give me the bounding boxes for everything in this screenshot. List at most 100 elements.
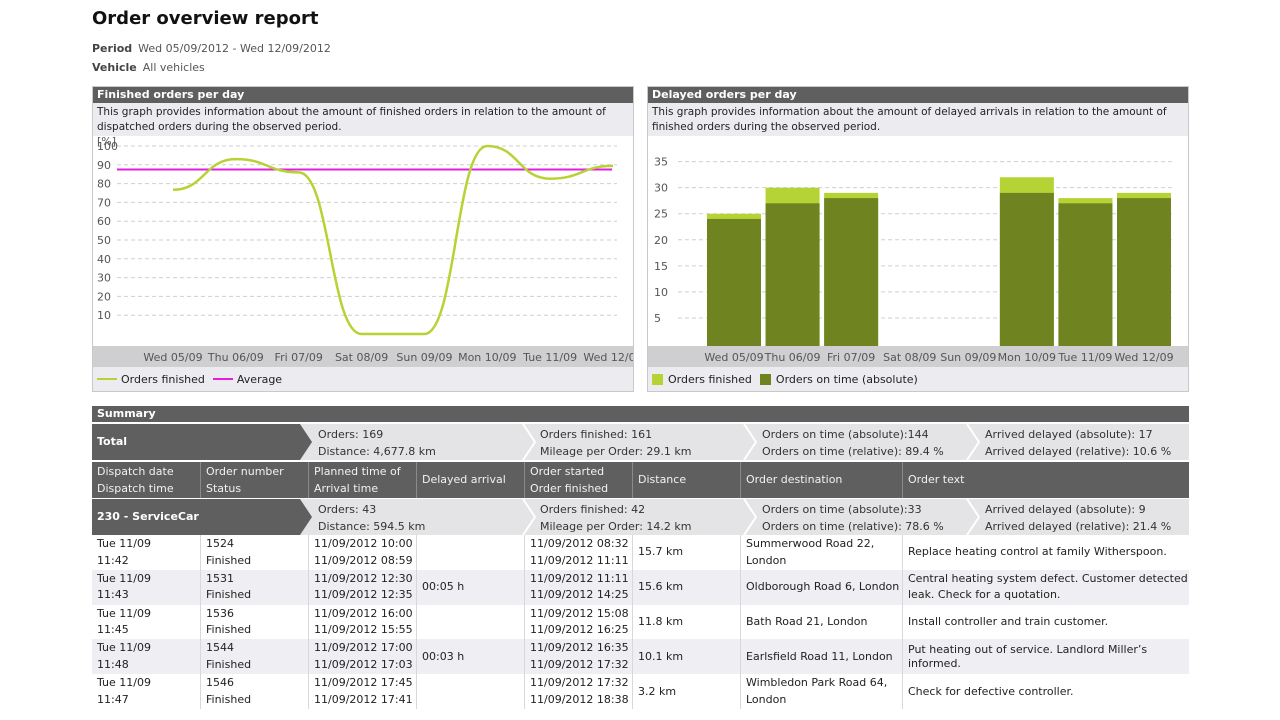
cell-text: 11.8 km — [638, 614, 684, 628]
cell-line: London — [746, 553, 787, 567]
vehicle-orders-finished: Orders finished: 42 — [540, 503, 646, 516]
cell-order-number: 1546 Finished — [201, 674, 309, 709]
x-tick-label: Tue 11/09 — [522, 351, 577, 364]
total-delayed-abs: Arrived delayed (absolute): 17 — [985, 428, 1153, 441]
cell-line: Tue 11/09 — [97, 537, 151, 550]
y-tick-label: 10 — [654, 286, 668, 299]
cell-text: Oldborough Road 6, London — [746, 580, 900, 594]
y-tick-label: 15 — [654, 260, 668, 273]
total-on-time-abs: Orders on time (absolute):144 — [762, 428, 929, 441]
cell-planned-time: 11/09/2012 10:00 11/09/2012 08:59 — [309, 535, 417, 570]
x-tick-label: Fri 07/09 — [275, 351, 323, 364]
order-rows: Tue 11/09 11:42 1524 Finished 11/09/2012 10:… — [92, 535, 1189, 709]
arrow-shape — [300, 424, 312, 460]
vehicle-distance: Distance: 594.5 km — [318, 520, 426, 533]
cell-text: 3.2 km — [638, 684, 677, 698]
x-tick-label: Sun 09/09 — [940, 351, 996, 364]
cell-line: 1546 — [206, 676, 234, 690]
arrow-shape — [300, 499, 312, 535]
total-delayed-stat: Arrived delayed (absolute): 17 Arrived de… — [985, 426, 1171, 460]
col-order-destination[interactable]: Order destination — [741, 462, 903, 498]
cell-order-started: 11/09/2012 11:11 11/09/2012 14:25 — [525, 569, 633, 605]
cell-line: Tue 11/09 — [97, 676, 151, 690]
box-swatch-darkgreen-icon — [759, 373, 771, 385]
summary-title: Summary — [92, 406, 1189, 422]
vehicle-meta: Vehicle All vehicles — [92, 61, 205, 74]
table-row[interactable]: Tue 11/09 11:45 1536 Finished 11/09/2012 16:… — [92, 604, 1189, 640]
vehicle-orders: Orders: 43 — [318, 503, 377, 516]
cell-order-text: Put heating out of service. Landlord Mil… — [903, 639, 1189, 674]
desc-line-1: This graph provides information about th… — [652, 106, 1167, 118]
cell-line: 11/09/2012 17:41 — [314, 692, 413, 706]
delayed-orders-panel-title: Delayed orders per day — [648, 87, 1188, 103]
cell-line: Tue 11/09 — [97, 571, 151, 585]
vehicle-mileage: Mileage per Order: 14.2 km — [540, 520, 692, 533]
finished-orders-legend: Orders finished Average — [93, 367, 633, 391]
total-distance: Distance: 4,677.8 km — [318, 445, 436, 458]
finished-orders-description: This graph provides information about th… — [93, 103, 633, 136]
col-order-started[interactable]: Order started Order finished — [525, 462, 633, 498]
cell-line: 11/09/2012 15:08 — [530, 606, 629, 620]
col-planned-time[interactable]: Planned time of Arrival time — [309, 462, 417, 498]
vehicle-delayed-abs: Arrived delayed (absolute): 9 — [985, 503, 1146, 516]
x-tick-label: Tue 11/09 — [1057, 351, 1112, 364]
cell-order-started: 11/09/2012 16:35 11/09/2012 17:32 — [525, 639, 633, 675]
x-tick-label: Mon 10/09 — [998, 351, 1056, 364]
col-order-text[interactable]: Order text — [908, 473, 965, 486]
x-axis-band — [93, 346, 633, 369]
cell-order-text: Check for defective controller. — [903, 674, 1189, 709]
col-distance[interactable]: Distance — [633, 462, 741, 498]
series-line-orders-finished — [172, 144, 614, 336]
cell-line: leak. Check for a quotation. — [908, 588, 1061, 602]
x-tick-label: Sat 08/09 — [883, 351, 936, 364]
vehicle-finished-stat: Orders finished: 42 Mileage per Order: 14… — [540, 501, 691, 535]
cell-line: 11:43 — [97, 588, 129, 602]
period-meta: Period Wed 05/09/2012 - Wed 12/09/2012 — [92, 42, 331, 55]
x-tick-label: Sat 08/09 — [335, 351, 388, 364]
col-label: Planned time of — [314, 465, 401, 478]
col-label: Dispatch date — [97, 465, 174, 478]
total-delayed-rel: Arrived delayed (relative): 10.6 % — [985, 445, 1172, 458]
x-tick-label: Sun 09/09 — [396, 351, 452, 364]
cell-line: 11/09/2012 17:32 — [530, 657, 629, 671]
bar-orders-on-time — [824, 198, 879, 346]
total-finished-stat: Orders finished: 161 Mileage per Order: 2… — [540, 426, 691, 460]
col-label: Order number — [206, 465, 284, 478]
cell-distance: 15.6 km — [633, 569, 741, 605]
cell-text: 00:05 h — [422, 580, 465, 594]
cell-line: Finished — [206, 623, 252, 637]
table-row[interactable]: Tue 11/09 11:48 1544 Finished 11/09/2012 17:… — [92, 639, 1189, 675]
table-row[interactable]: Tue 11/09 11:47 1546 Finished 11/09/2012 17:… — [92, 674, 1189, 709]
x-tick-label: Wed 05/09 — [704, 351, 763, 364]
cell-order-destination: Oldborough Road 6, London — [741, 569, 903, 605]
y-tick-label: 60 — [97, 215, 111, 228]
total-on-time-rel: Orders on time (relative): 89.4 % — [762, 445, 944, 458]
cell-line: 1524 — [206, 537, 234, 550]
cell-line: 11/09/2012 17:45 — [314, 676, 413, 690]
table-row[interactable]: Tue 11/09 11:43 1531 Finished 11/09/2012 12:… — [92, 569, 1189, 605]
cell-distance: 10.1 km — [633, 639, 741, 675]
col-delayed-arrival[interactable]: Delayed arrival — [417, 462, 525, 498]
vehicle-orders-stat: Orders: 43 Distance: 594.5 km — [318, 501, 425, 535]
cell-order-number: 1536 Finished — [201, 604, 309, 640]
col-dispatch[interactable]: Dispatch date Dispatch time — [92, 462, 201, 498]
delayed-orders-legend: Orders finished Orders on time (absolute… — [648, 367, 1188, 391]
cell-line: Finished — [206, 657, 252, 671]
cell-line: 11/09/2012 10:00 — [314, 537, 413, 550]
cell-line: Tue 11/09 — [97, 606, 151, 620]
y-tick-label: 10 — [97, 309, 111, 322]
cell-line: 11/09/2012 17:03 — [314, 657, 413, 671]
y-tick-label: 20 — [654, 234, 668, 247]
cell-dispatch: Tue 11/09 11:48 — [92, 639, 201, 675]
cell-order-text: Central heating system defect. Customer … — [903, 570, 1189, 605]
cell-line: 1531 — [206, 571, 234, 585]
col-order-number[interactable]: Order number Status — [201, 462, 309, 498]
cell-order-number: 1531 Finished — [201, 569, 309, 605]
cell-text: 10.1 km — [638, 649, 684, 663]
desc-line-1: This graph provides information about th… — [97, 106, 606, 118]
y-tick-label: 30 — [97, 272, 111, 285]
vehicle-label: 230 - ServiceCar — [92, 499, 300, 535]
table-row[interactable]: Tue 11/09 11:42 1524 Finished 11/09/2012 10:… — [92, 535, 1189, 570]
vehicle-row[interactable]: 230 - ServiceCar Orders: 43 Distance: 594… — [92, 499, 1189, 535]
col-label: Arrival time — [314, 482, 379, 495]
